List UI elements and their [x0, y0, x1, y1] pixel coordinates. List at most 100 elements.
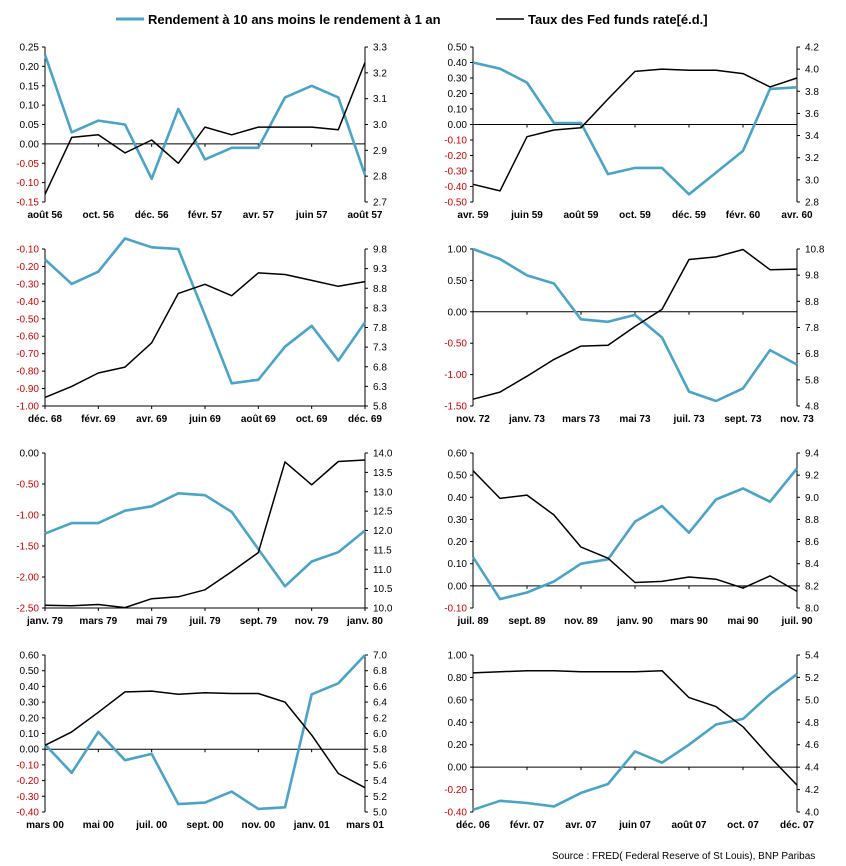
left-tick-label: 0.10 — [448, 559, 468, 570]
left-tick-label: 0.00 — [20, 449, 40, 460]
right-tick-label: 7.0 — [373, 651, 387, 662]
left-tick-label: 0.00 — [448, 763, 468, 774]
left-tick-label: 0.30 — [448, 74, 468, 85]
x-tick-label: oct. 59 — [619, 210, 651, 221]
x-tick-label: sept. 79 — [240, 616, 278, 627]
right-tick-label: 3.1 — [373, 94, 387, 105]
x-tick-label: août 07 — [671, 820, 706, 831]
legend-fed-label: Taux des Fed funds rate[é.d.] — [528, 12, 708, 27]
left-tick-label: -0.15 — [16, 198, 39, 209]
left-tick-label: 0.00 — [448, 581, 468, 592]
x-tick-label: mai 79 — [136, 616, 168, 627]
left-tick-label: -0.20 — [444, 151, 467, 162]
x-tick-label: mars 90 — [670, 616, 708, 627]
x-tick-label: juin 07 — [618, 820, 651, 831]
right-tick-label: 12.0 — [373, 526, 393, 537]
left-tick-label: 0.00 — [448, 120, 468, 131]
right-tick-label: 8.8 — [373, 284, 387, 295]
right-tick-label: 6.3 — [373, 382, 387, 393]
left-tick-label: -1.00 — [444, 370, 467, 381]
left-tick-label: -0.20 — [16, 262, 39, 273]
right-tick-label: 2.9 — [373, 146, 387, 157]
left-tick-label: -0.40 — [444, 808, 467, 819]
left-tick-label: 0.30 — [20, 698, 40, 709]
right-tick-label: 4.0 — [805, 808, 819, 819]
x-tick-label: avr. 59 — [457, 210, 489, 221]
left-tick-label: -0.50 — [444, 198, 467, 209]
right-tick-label: 3.8 — [805, 87, 819, 98]
x-tick-label: juil. 79 — [188, 616, 221, 627]
left-tick-label: -0.20 — [444, 785, 467, 796]
right-tick-label: 10.0 — [373, 604, 393, 615]
x-tick-label: déc. 56 — [135, 210, 169, 221]
chart-panel: 1.00 0.50 0.00 -0.50 -1.00 -1.50 10.8 9.8 8.8 7.8… — [444, 245, 825, 426]
right-tick-label: 4.8 — [805, 402, 819, 413]
right-tick-label: 5.2 — [373, 792, 387, 803]
left-tick-label: 0.20 — [448, 89, 468, 100]
left-tick-label: -1.50 — [444, 402, 467, 413]
left-tick-label: -0.10 — [16, 245, 39, 256]
left-tick-label: 0.60 — [20, 651, 40, 662]
left-tick-label: -0.50 — [444, 339, 467, 350]
left-tick-label: 0.20 — [20, 713, 40, 724]
x-tick-label: janv. 90 — [616, 616, 653, 627]
spread-series-line — [472, 673, 798, 812]
right-tick-label: 7.8 — [373, 323, 387, 334]
left-tick-label: 0.00 — [448, 307, 468, 318]
x-tick-label: déc. 06 — [456, 820, 490, 831]
left-tick-label: 0.20 — [448, 537, 468, 548]
left-tick-label: 1.00 — [448, 651, 468, 662]
right-tick-label: 3.2 — [805, 153, 819, 164]
fed-funds-series-line — [44, 272, 366, 399]
left-tick-label: -1.50 — [16, 542, 39, 553]
chart-panel: 0.60 0.50 0.40 0.30 0.20 0.10 0.00 -0.10 -0.20 -0… — [16, 651, 387, 832]
left-tick-label: -0.10 — [444, 604, 467, 615]
x-tick-label: août 56 — [27, 210, 62, 221]
left-tick-label: -0.40 — [16, 297, 39, 308]
left-tick-label: -0.10 — [16, 760, 39, 771]
left-tick-label: 0.15 — [20, 81, 40, 92]
x-tick-label: oct. 07 — [727, 820, 759, 831]
left-tick-label: 0.25 — [20, 43, 40, 54]
x-tick-label: avr. 07 — [565, 820, 597, 831]
left-tick-label: 0.20 — [20, 62, 40, 73]
right-tick-label: 3.0 — [805, 175, 819, 186]
right-tick-label: 2.8 — [373, 172, 387, 183]
x-tick-label: mai 00 — [83, 820, 115, 831]
x-tick-label: oct. 69 — [296, 414, 328, 425]
left-tick-label: -0.60 — [16, 332, 39, 343]
left-tick-label: -0.50 — [16, 480, 39, 491]
left-tick-label: -0.30 — [16, 792, 39, 803]
right-tick-label: 8.8 — [805, 297, 819, 308]
chart-panel: 0.50 0.40 0.30 0.20 0.10 0.00 -0.10 -0.20 -0.30 -… — [444, 43, 819, 222]
x-tick-label: août 59 — [563, 210, 598, 221]
left-tick-label: 0.50 — [448, 471, 468, 482]
right-tick-label: 6.2 — [373, 713, 387, 724]
fed-funds-series-line — [472, 248, 798, 400]
right-tick-label: 4.2 — [805, 785, 819, 796]
x-tick-label: mars 00 — [26, 820, 64, 831]
right-tick-label: 8.8 — [805, 515, 819, 526]
x-tick-label: avr. 57 — [243, 210, 275, 221]
left-tick-label: -2.00 — [16, 573, 39, 584]
left-tick-label: 0.50 — [448, 43, 468, 54]
x-tick-label: mars 79 — [79, 616, 117, 627]
right-tick-label: 4.8 — [805, 718, 819, 729]
left-tick-label: 0.60 — [448, 695, 468, 706]
right-tick-label: 9.0 — [805, 493, 819, 504]
x-tick-label: févr. 07 — [510, 820, 545, 831]
right-tick-label: 8.4 — [805, 559, 819, 570]
left-tick-label: 0.80 — [448, 673, 468, 684]
right-tick-label: 2.7 — [373, 198, 387, 209]
x-tick-label: juin 69 — [188, 414, 221, 425]
x-tick-label: juil. 73 — [672, 414, 705, 425]
right-tick-label: 4.6 — [805, 740, 819, 751]
left-tick-label: 0.40 — [20, 682, 40, 693]
left-tick-label: -0.90 — [16, 384, 39, 395]
right-tick-label: 8.6 — [805, 537, 819, 548]
right-tick-label: 9.8 — [373, 245, 387, 256]
right-tick-label: 3.6 — [805, 109, 819, 120]
left-tick-label: 0.50 — [448, 276, 468, 287]
right-tick-label: 3.0 — [373, 120, 387, 131]
